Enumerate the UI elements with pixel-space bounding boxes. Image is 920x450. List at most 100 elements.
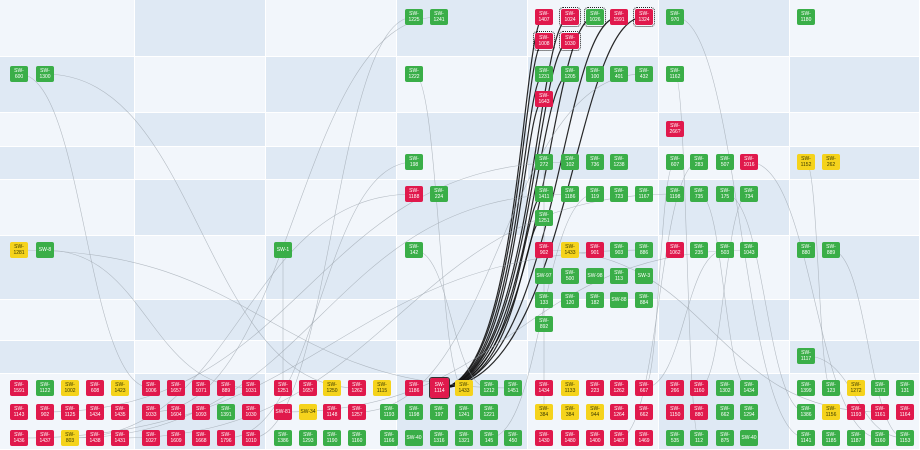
story-card[interactable]: SW-1657 (299, 380, 317, 396)
story-card[interactable]: SW-901 (586, 242, 604, 258)
story-card[interactable]: SW-100 (586, 66, 604, 82)
story-card[interactable]: SW-1205 (561, 66, 579, 82)
story-card[interactable]: SW-1153 (896, 430, 914, 446)
story-card[interactable]: SW-1657 (167, 380, 185, 396)
story-card[interactable]: SW-1114 (429, 377, 450, 399)
story-card[interactable]: SW-142 (405, 242, 423, 258)
story-card[interactable]: SW-1186 (405, 380, 423, 396)
story-card[interactable]: SW-235 (690, 242, 708, 258)
story-card[interactable]: SW-1386 (797, 404, 815, 420)
story-card[interactable]: SW-432 (635, 66, 653, 82)
story-card[interactable]: SW-1125 (61, 404, 79, 420)
story-card[interactable]: SW-40 (740, 430, 758, 446)
story-card[interactable]: SW-3 (635, 268, 653, 284)
story-card[interactable]: SW-1435 (111, 404, 129, 420)
story-card[interactable]: SW-1221 (480, 404, 498, 420)
story-card[interactable]: SW-1027 (142, 430, 160, 446)
story-card[interactable]: SW-112 (690, 430, 708, 446)
story-card[interactable]: SW-1222 (405, 66, 423, 82)
story-card[interactable]: SW-944 (586, 404, 604, 420)
story-card[interactable]: SW-266? (666, 121, 684, 137)
story-card[interactable]: SW-1143 (10, 404, 28, 420)
story-card[interactable]: SW-1604 (167, 404, 185, 420)
story-card[interactable]: SW-1024 (559, 7, 581, 27)
story-card[interactable]: SW-1407 (535, 9, 553, 25)
story-card[interactable]: SW-1133 (561, 380, 579, 396)
story-card[interactable]: SW-272 (535, 154, 553, 170)
story-card[interactable]: SW-1469 (635, 430, 653, 446)
story-card[interactable]: SW-81 (274, 404, 292, 420)
story-card[interactable]: SW-1161 (871, 404, 889, 420)
story-card[interactable]: SW-1436 (10, 430, 28, 446)
story-card[interactable]: SW-123 (822, 380, 840, 396)
story-card[interactable]: SW-1026 (584, 7, 606, 27)
story-card[interactable]: SW-1400 (586, 430, 604, 446)
story-card[interactable]: SW-803 (61, 430, 79, 446)
story-card[interactable]: SW-1487 (610, 430, 628, 446)
story-card[interactable]: SW-223 (586, 380, 604, 396)
story-card[interactable]: SW-1166 (380, 430, 398, 446)
story-card[interactable]: SW-608 (86, 380, 104, 396)
story-card[interactable]: SW-734 (740, 186, 758, 202)
story-card[interactable]: SW-1160 (690, 380, 708, 396)
story-card[interactable]: SW-1264 (610, 404, 628, 420)
story-card[interactable]: SW-1008 (533, 31, 555, 51)
story-card[interactable]: SW-880 (690, 404, 708, 420)
story-card[interactable]: SW-1321 (455, 430, 473, 446)
story-card[interactable]: SW-119 (586, 186, 604, 202)
story-card[interactable]: SW-1434 (535, 380, 553, 396)
story-card[interactable]: SW-197 (430, 404, 448, 420)
story-card[interactable]: SW-102 (561, 154, 579, 170)
story-card[interactable]: SW-1430 (535, 430, 553, 446)
story-card[interactable]: SW-875 (716, 430, 734, 446)
story-card[interactable]: SW-1386 (274, 430, 292, 446)
story-card[interactable]: SW-1302 (716, 380, 734, 396)
story-card[interactable]: SW-175 (716, 186, 734, 202)
story-card[interactable]: SW-1300 (36, 66, 54, 82)
story-card[interactable]: SW-1423 (111, 380, 129, 396)
story-card[interactable]: SW-1193 (847, 404, 865, 420)
story-card[interactable]: SW-880 (797, 242, 815, 258)
story-card[interactable]: SW-1391 (217, 404, 235, 420)
story-card[interactable]: SW-1162 (666, 66, 684, 82)
story-card[interactable]: SW-1293 (299, 430, 317, 446)
story-card[interactable]: SW-1272 (847, 380, 865, 396)
story-card[interactable]: SW-224 (430, 186, 448, 202)
story-card[interactable]: SW-401 (610, 66, 628, 82)
story-card[interactable]: SW-1115 (373, 380, 391, 396)
story-card[interactable]: SW-1431 (111, 430, 129, 446)
story-card[interactable]: SW-1193 (380, 404, 398, 420)
story-card[interactable]: SW-1164 (896, 404, 914, 420)
story-card[interactable]: SW-1148 (323, 404, 341, 420)
story-card[interactable]: SW-1150 (666, 404, 684, 420)
story-card[interactable]: SW-1250 (323, 380, 341, 396)
story-card[interactable]: SW-1281 (10, 242, 28, 258)
story-card[interactable]: SW-1434 (740, 380, 758, 396)
story-card[interactable]: SW-283 (690, 154, 708, 170)
story-card[interactable]: SW-98 (586, 268, 604, 284)
story-card[interactable]: SW-662 (716, 404, 734, 420)
story-card[interactable]: SW-1187 (847, 430, 865, 446)
story-card[interactable]: SW-1241 (455, 404, 473, 420)
story-card[interactable]: SW-1033 (142, 404, 160, 420)
story-card[interactable]: SW-884 (635, 292, 653, 308)
story-card[interactable]: SW-1006 (142, 380, 160, 396)
story-card[interactable]: SW-1225 (405, 9, 423, 25)
story-card[interactable]: SW-1411 (535, 186, 553, 202)
story-card[interactable]: SW-662 (635, 404, 653, 420)
story-card[interactable]: SW-1433 (455, 380, 473, 396)
story-card[interactable]: SW-182 (586, 292, 604, 308)
story-card[interactable]: SW-40 (405, 430, 423, 446)
story-card[interactable]: SW-1324 (633, 7, 655, 27)
story-card[interactable]: SW-1160 (871, 430, 889, 446)
story-card[interactable]: SW-1591 (610, 9, 628, 25)
story-card[interactable]: SW-1122 (36, 380, 54, 396)
story-card[interactable]: SW-535 (666, 430, 684, 446)
story-card[interactable]: SW-1002 (61, 380, 79, 396)
story-card[interactable]: SW-902 (535, 242, 553, 258)
story-card[interactable]: SW-1399 (797, 380, 815, 396)
story-card[interactable]: SW-1180 (797, 9, 815, 25)
story-card[interactable]: SW-1031 (242, 380, 260, 396)
story-card[interactable]: SW-1371 (871, 380, 889, 396)
story-card[interactable]: SW-892 (535, 316, 553, 332)
